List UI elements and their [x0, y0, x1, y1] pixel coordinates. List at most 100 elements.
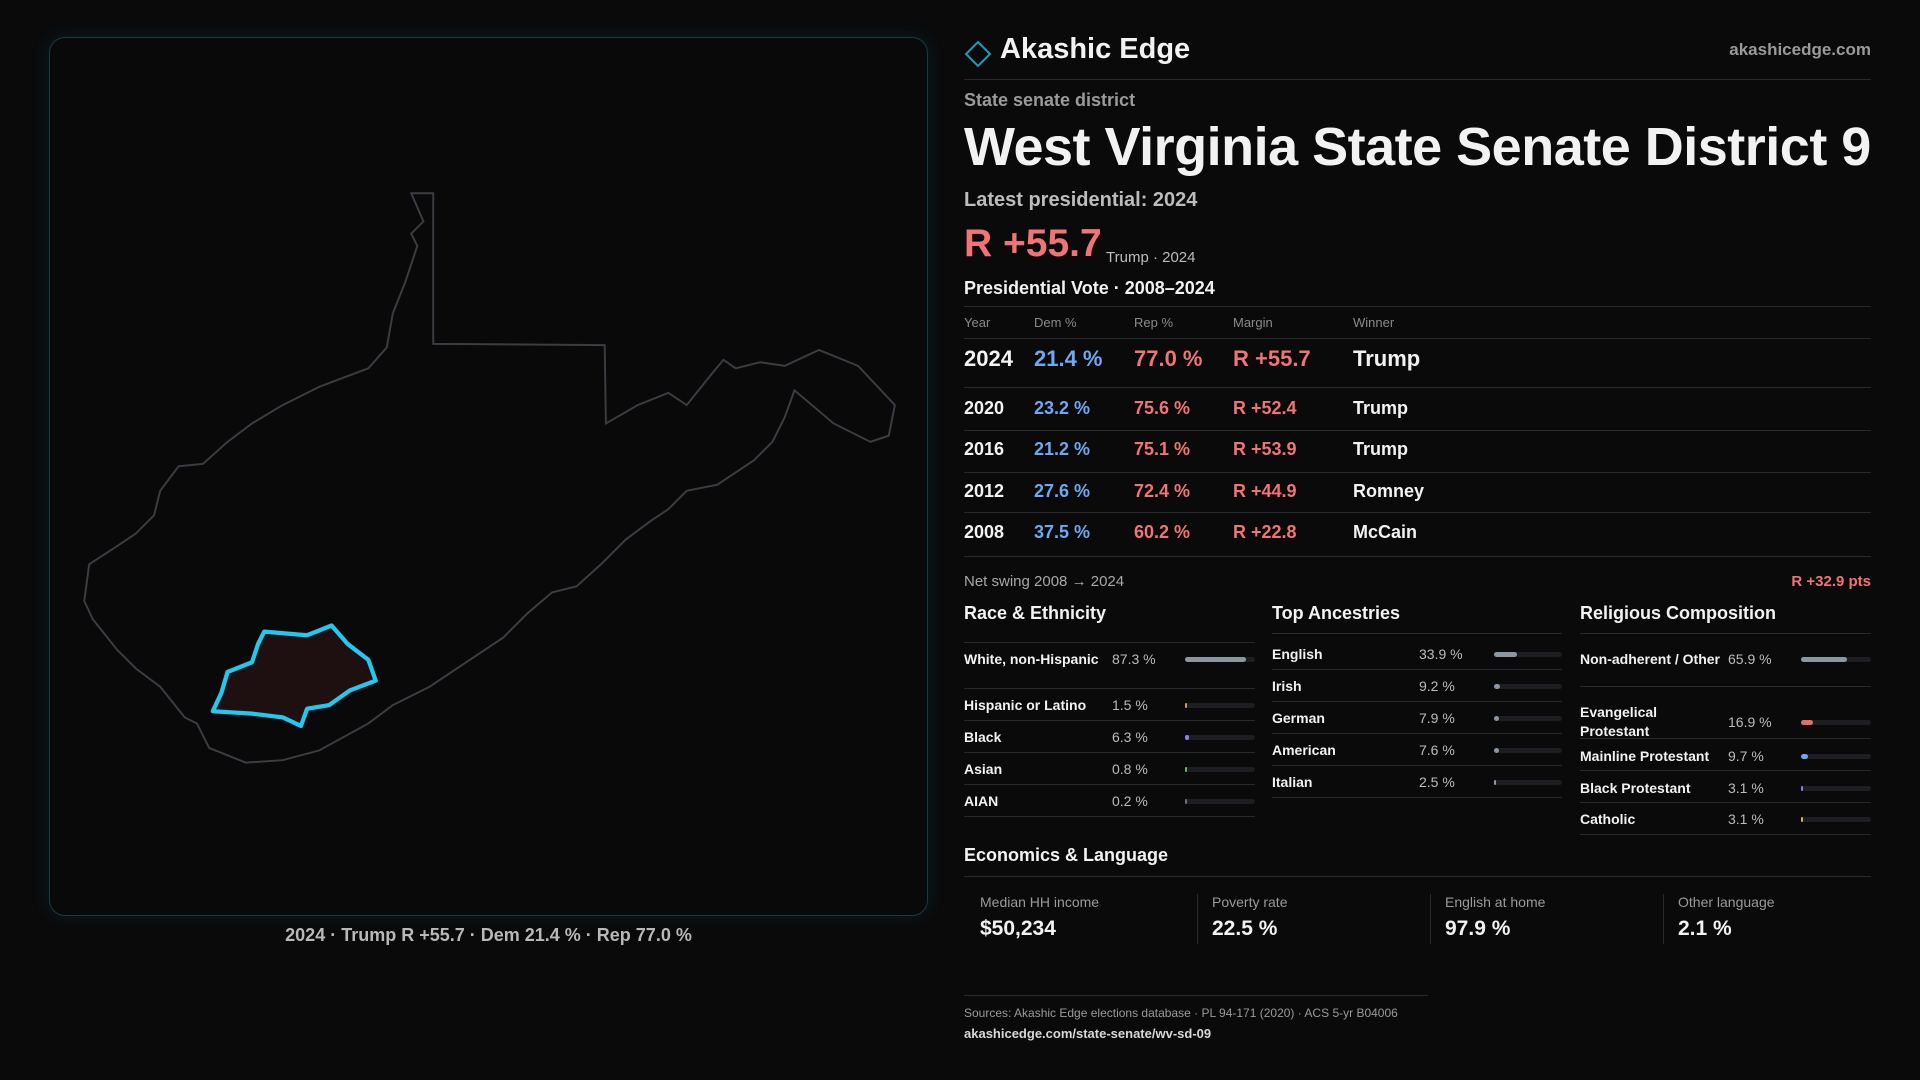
row-divider — [1272, 765, 1562, 766]
table-cell: 27.6 % — [1034, 481, 1091, 501]
row-value: 9.7 % — [1728, 748, 1764, 764]
row-value: 16.9 % — [1728, 714, 1772, 730]
row-label: Non-adherent / Other — [1580, 651, 1721, 667]
bar — [1801, 817, 1804, 822]
card-label: English at home — [1445, 894, 1546, 910]
table-cell: R +52.4 — [1233, 398, 1297, 418]
brand-logo — [964, 40, 992, 68]
row-divider — [964, 338, 1871, 339]
section-title: Religious Composition — [1580, 603, 1776, 623]
table-cell: 23.2 % — [1034, 398, 1091, 418]
row-divider — [964, 816, 1255, 817]
table-cell: Trump — [1353, 439, 1409, 459]
row-divider — [964, 512, 1871, 513]
site-link[interactable]: akashicedge.com — [1729, 40, 1871, 59]
card-label: Other language — [1678, 894, 1775, 910]
row-divider — [964, 556, 1871, 557]
row-value: 7.9 % — [1419, 710, 1455, 726]
row-divider — [1272, 797, 1562, 798]
section-title: Economics & Language — [964, 845, 1169, 865]
row-value: 0.8 % — [1112, 761, 1148, 777]
row-value: 65.9 % — [1728, 651, 1772, 667]
map-panel — [49, 37, 928, 916]
sources: Sources: Akashic Edge elections database… — [964, 1006, 1398, 1020]
row-label: American — [1272, 742, 1336, 758]
table-cell: 75.6 % — [1134, 398, 1191, 418]
table-cell: R +53.9 — [1233, 439, 1297, 459]
row-label: White, non-Hispanic — [964, 651, 1099, 667]
row-divider — [964, 720, 1255, 721]
card-value: $50,234 — [980, 917, 1056, 940]
bar-track — [1185, 799, 1255, 804]
divider — [964, 79, 1871, 80]
row-label: German — [1272, 710, 1325, 726]
bar-track — [1801, 817, 1871, 822]
row-divider — [964, 387, 1871, 388]
bar — [1494, 716, 1500, 721]
table-cell: 75.1 % — [1134, 439, 1191, 459]
bar — [1185, 703, 1187, 708]
row-divider — [1580, 770, 1871, 771]
state-outline — [83, 192, 896, 764]
table-cell: 37.5 % — [1034, 522, 1091, 542]
divider — [964, 995, 1428, 996]
bar-track — [1494, 652, 1562, 657]
table-cell: 21.4 % — [1034, 346, 1103, 371]
column-header: Year — [964, 315, 991, 330]
row-divider — [1580, 686, 1871, 687]
row-divider — [1272, 633, 1562, 634]
table-cell: 21.2 % — [1034, 439, 1091, 459]
margin-note: Trump · 2024 — [1106, 249, 1196, 266]
latest-margin: R +55.7 — [964, 222, 1102, 265]
swing-value: R +32.9 pts — [1791, 573, 1871, 590]
row-value: 1.5 % — [1112, 697, 1148, 713]
section-title: Top Ancestries — [1272, 603, 1401, 623]
row-value: 7.6 % — [1419, 742, 1455, 758]
card-divider — [1197, 894, 1198, 944]
bar-track — [1801, 657, 1871, 662]
bar — [1801, 720, 1813, 725]
row-value: 6.3 % — [1112, 729, 1148, 745]
row-label: Evangelical Protestant — [1580, 704, 1658, 739]
table-cell: 2020 — [964, 398, 1005, 418]
card-value: 2.1 % — [1678, 917, 1732, 940]
column-header: Dem % — [1034, 315, 1077, 330]
page-url[interactable]: akashicedge.com/state-senate/wv-sd-09 — [964, 1026, 1212, 1041]
row-value: 2.5 % — [1419, 774, 1455, 790]
table-cell: 2024 — [964, 346, 1013, 371]
row-divider — [1580, 738, 1871, 739]
bar — [1185, 799, 1187, 804]
bar-track — [1185, 657, 1255, 662]
card-value: 22.5 % — [1212, 917, 1278, 940]
row-value: 3.1 % — [1728, 780, 1764, 796]
bar — [1185, 735, 1190, 740]
table-cell: 77.0 % — [1134, 346, 1203, 371]
row-label: Black Protestant — [1580, 780, 1691, 796]
column-header: Margin — [1233, 315, 1273, 330]
district-kind: State senate district — [964, 90, 1136, 110]
row-label: Black — [964, 729, 1002, 745]
row-divider — [964, 784, 1255, 785]
row-divider — [964, 430, 1871, 431]
card-value: 97.9 % — [1445, 917, 1511, 940]
bar — [1801, 657, 1848, 662]
bar — [1494, 684, 1501, 689]
row-divider — [1272, 733, 1562, 734]
map — [83, 192, 896, 764]
bar — [1801, 786, 1804, 791]
row-divider — [964, 472, 1871, 473]
row-label: Italian — [1272, 774, 1313, 790]
column-header: Winner — [1353, 315, 1395, 330]
row-label: Catholic — [1580, 811, 1636, 827]
bar — [1801, 754, 1808, 759]
row-value: 33.9 % — [1419, 646, 1463, 662]
row-label: English — [1272, 646, 1323, 662]
bar — [1494, 652, 1518, 657]
card-divider — [1663, 894, 1664, 944]
bar — [1494, 748, 1500, 753]
bar-track — [1494, 684, 1562, 689]
card-label: Median HH income — [980, 894, 1100, 910]
bar — [1185, 657, 1247, 662]
map-caption: 2024 · Trump R +55.7 · Dem 21.4 % · Rep … — [285, 925, 692, 945]
